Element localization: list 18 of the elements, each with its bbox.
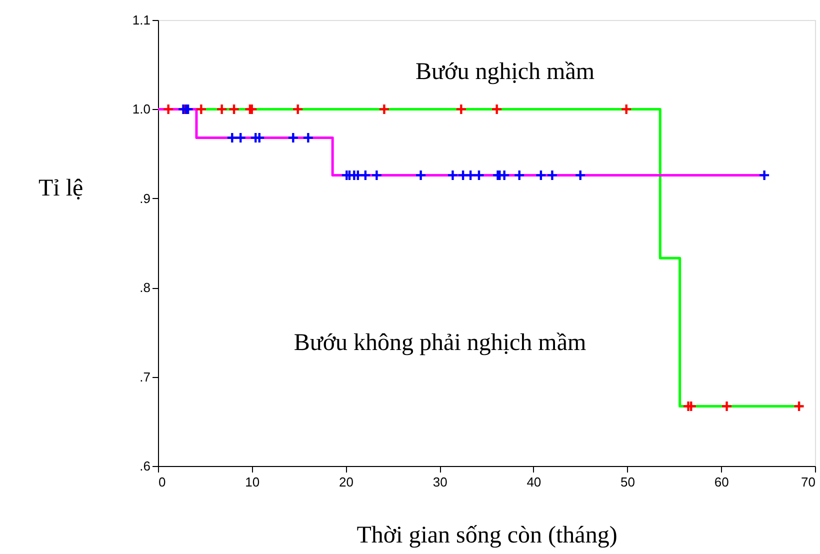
x-tick-label: 10 — [245, 474, 260, 490]
x-tick-label: 60 — [714, 474, 729, 490]
y-tick-label: .9 — [140, 190, 150, 206]
x-tick-label: 20 — [338, 474, 354, 490]
annotation: Bướu không phải nghịch mầm — [294, 330, 586, 356]
x-axis-title: Thời gian sống còn (tháng) — [356, 522, 618, 548]
y-tick-label: .7 — [140, 369, 150, 384]
annotation: Bướu nghịch mầm — [415, 59, 595, 85]
x-tick-label: 30 — [432, 474, 448, 490]
y-tick-label: .8 — [140, 280, 150, 296]
y-axis-title: Tỉ lệ — [38, 176, 84, 202]
y-tick-label: .6 — [140, 458, 150, 474]
x-tick-label: 70 — [801, 474, 816, 490]
x-tick-label: 0 — [158, 474, 166, 490]
x-tick-label: 40 — [526, 474, 542, 490]
y-tick-label: 1.1 — [132, 12, 150, 28]
y-tick-label: 1.0 — [132, 102, 150, 117]
x-tick-label: 50 — [620, 474, 636, 490]
